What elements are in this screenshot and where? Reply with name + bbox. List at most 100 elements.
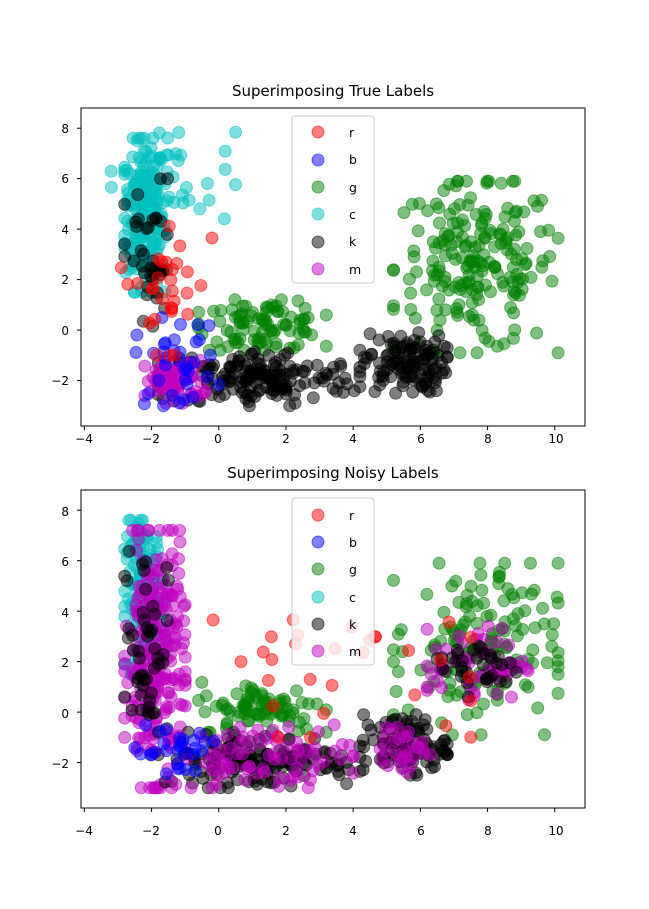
scatter-point-g <box>463 609 477 623</box>
scatter-point-g <box>420 587 434 601</box>
scatter-point-c <box>146 239 160 253</box>
legend: r b g c k m <box>291 115 375 284</box>
scatter-point-m <box>236 730 250 744</box>
scatter-point-m <box>520 662 534 676</box>
scatter-point-r <box>442 615 456 629</box>
scatter-point-r <box>170 257 184 270</box>
scatter-point-m <box>184 781 198 795</box>
scatter-point-g <box>239 299 253 313</box>
scatter-point-r <box>149 348 163 362</box>
scatter-point-g <box>470 706 484 720</box>
scatter-point-g <box>293 313 307 327</box>
y-tick-label: 4 <box>61 606 69 620</box>
scatter-point-r <box>194 279 208 292</box>
scatter-point-r <box>304 730 317 744</box>
scatter-point-r <box>317 706 331 720</box>
scatter-point-g <box>214 304 228 317</box>
scatter-point-g <box>545 628 559 642</box>
scatter-point-k <box>136 247 150 261</box>
y-tick-label: 2 <box>61 656 69 670</box>
scatter-point-m <box>178 678 192 692</box>
scatter-point-r <box>173 239 187 253</box>
scatter-point-g <box>429 197 443 211</box>
scatter-point-k <box>131 675 145 689</box>
legend-item-c: c <box>311 590 356 605</box>
scatter-point-b <box>173 739 186 753</box>
scatter-point-r <box>261 673 275 687</box>
legend-marker <box>311 262 325 276</box>
scatter-point-g <box>501 582 515 596</box>
scatter-point-m <box>166 599 180 613</box>
scatter-point-g <box>516 272 530 286</box>
scatter-point-m <box>284 752 298 766</box>
scatter-point-g <box>192 305 206 319</box>
scatter-point-g <box>501 201 515 215</box>
plot-area <box>80 107 586 427</box>
scatter-point-m <box>242 759 256 773</box>
legend-marker <box>311 235 325 249</box>
scatter-point-g <box>551 346 565 360</box>
scatter-point-k <box>329 384 343 398</box>
scatter-point-g <box>387 263 400 277</box>
scatter-point-r <box>151 271 165 285</box>
scatter-point-g <box>389 685 403 698</box>
scatter-point-k <box>122 544 136 558</box>
legend-marker <box>311 644 325 658</box>
legend-item-m: m <box>311 644 361 659</box>
scatter-point-k <box>161 573 175 587</box>
scatter-point-k <box>130 220 144 233</box>
scatter-point-c <box>144 141 158 155</box>
scatter-point-g <box>443 207 457 221</box>
scatter-point-k <box>148 642 162 656</box>
scatter-point-k <box>394 329 408 343</box>
scatter-point-c <box>120 183 134 196</box>
scatter-point-b <box>159 723 173 737</box>
scatter-point-g <box>527 583 541 597</box>
scatter-point-k <box>281 346 295 360</box>
y-tick-label: 8 <box>61 122 69 136</box>
y-tick-label: −2 <box>51 374 69 388</box>
legend-marker <box>311 590 325 604</box>
scatter-point-k <box>365 347 379 361</box>
scatter-point-g <box>478 231 492 245</box>
scatter-point-g <box>299 325 313 339</box>
scatter-point-c <box>202 193 216 207</box>
legend-label: k <box>349 617 357 632</box>
scatter-point-b <box>129 345 143 359</box>
scatter-point-k <box>420 722 434 736</box>
x-axis: −4 −2 0 2 4 6 8 10 <box>75 824 563 838</box>
scatter-point-m <box>131 591 145 604</box>
chart-title: Superimposing Noisy Labels <box>227 464 439 482</box>
scatter-point-m <box>420 680 434 694</box>
scatter-point-g <box>518 678 532 692</box>
scatter-point-g <box>551 646 565 660</box>
scatter-point-k <box>225 371 239 385</box>
scatter-point-g <box>407 244 421 258</box>
scatter-point-k <box>288 396 302 410</box>
scatter-point-r <box>264 630 278 644</box>
scatter-point-g <box>465 308 479 322</box>
y-tick-label: 4 <box>61 223 69 237</box>
scatter-point-g <box>474 568 488 582</box>
scatter-point-g <box>520 241 534 255</box>
legend-label: b <box>349 152 357 167</box>
scatter-point-k <box>252 357 266 371</box>
legend-marker <box>311 180 325 194</box>
legend-marker <box>311 153 325 167</box>
scatter-point-k <box>293 379 307 393</box>
scatter-point-g <box>528 621 542 635</box>
scatter-point-k <box>229 360 243 374</box>
scatter-point-k <box>212 390 226 403</box>
scatter-point-m <box>378 731 392 745</box>
scatter-point-r <box>206 613 220 627</box>
scatter-point-m <box>178 598 192 612</box>
scatter-point-g <box>432 556 446 570</box>
x-tick-label: 10 <box>548 432 563 446</box>
scatter-point-g <box>531 199 544 213</box>
scatter-point-b <box>203 348 217 362</box>
scatter-point-g <box>433 216 446 230</box>
scatter-point-c <box>229 178 243 192</box>
scatter-point-m <box>223 741 237 755</box>
scatter-point-r <box>145 282 159 296</box>
